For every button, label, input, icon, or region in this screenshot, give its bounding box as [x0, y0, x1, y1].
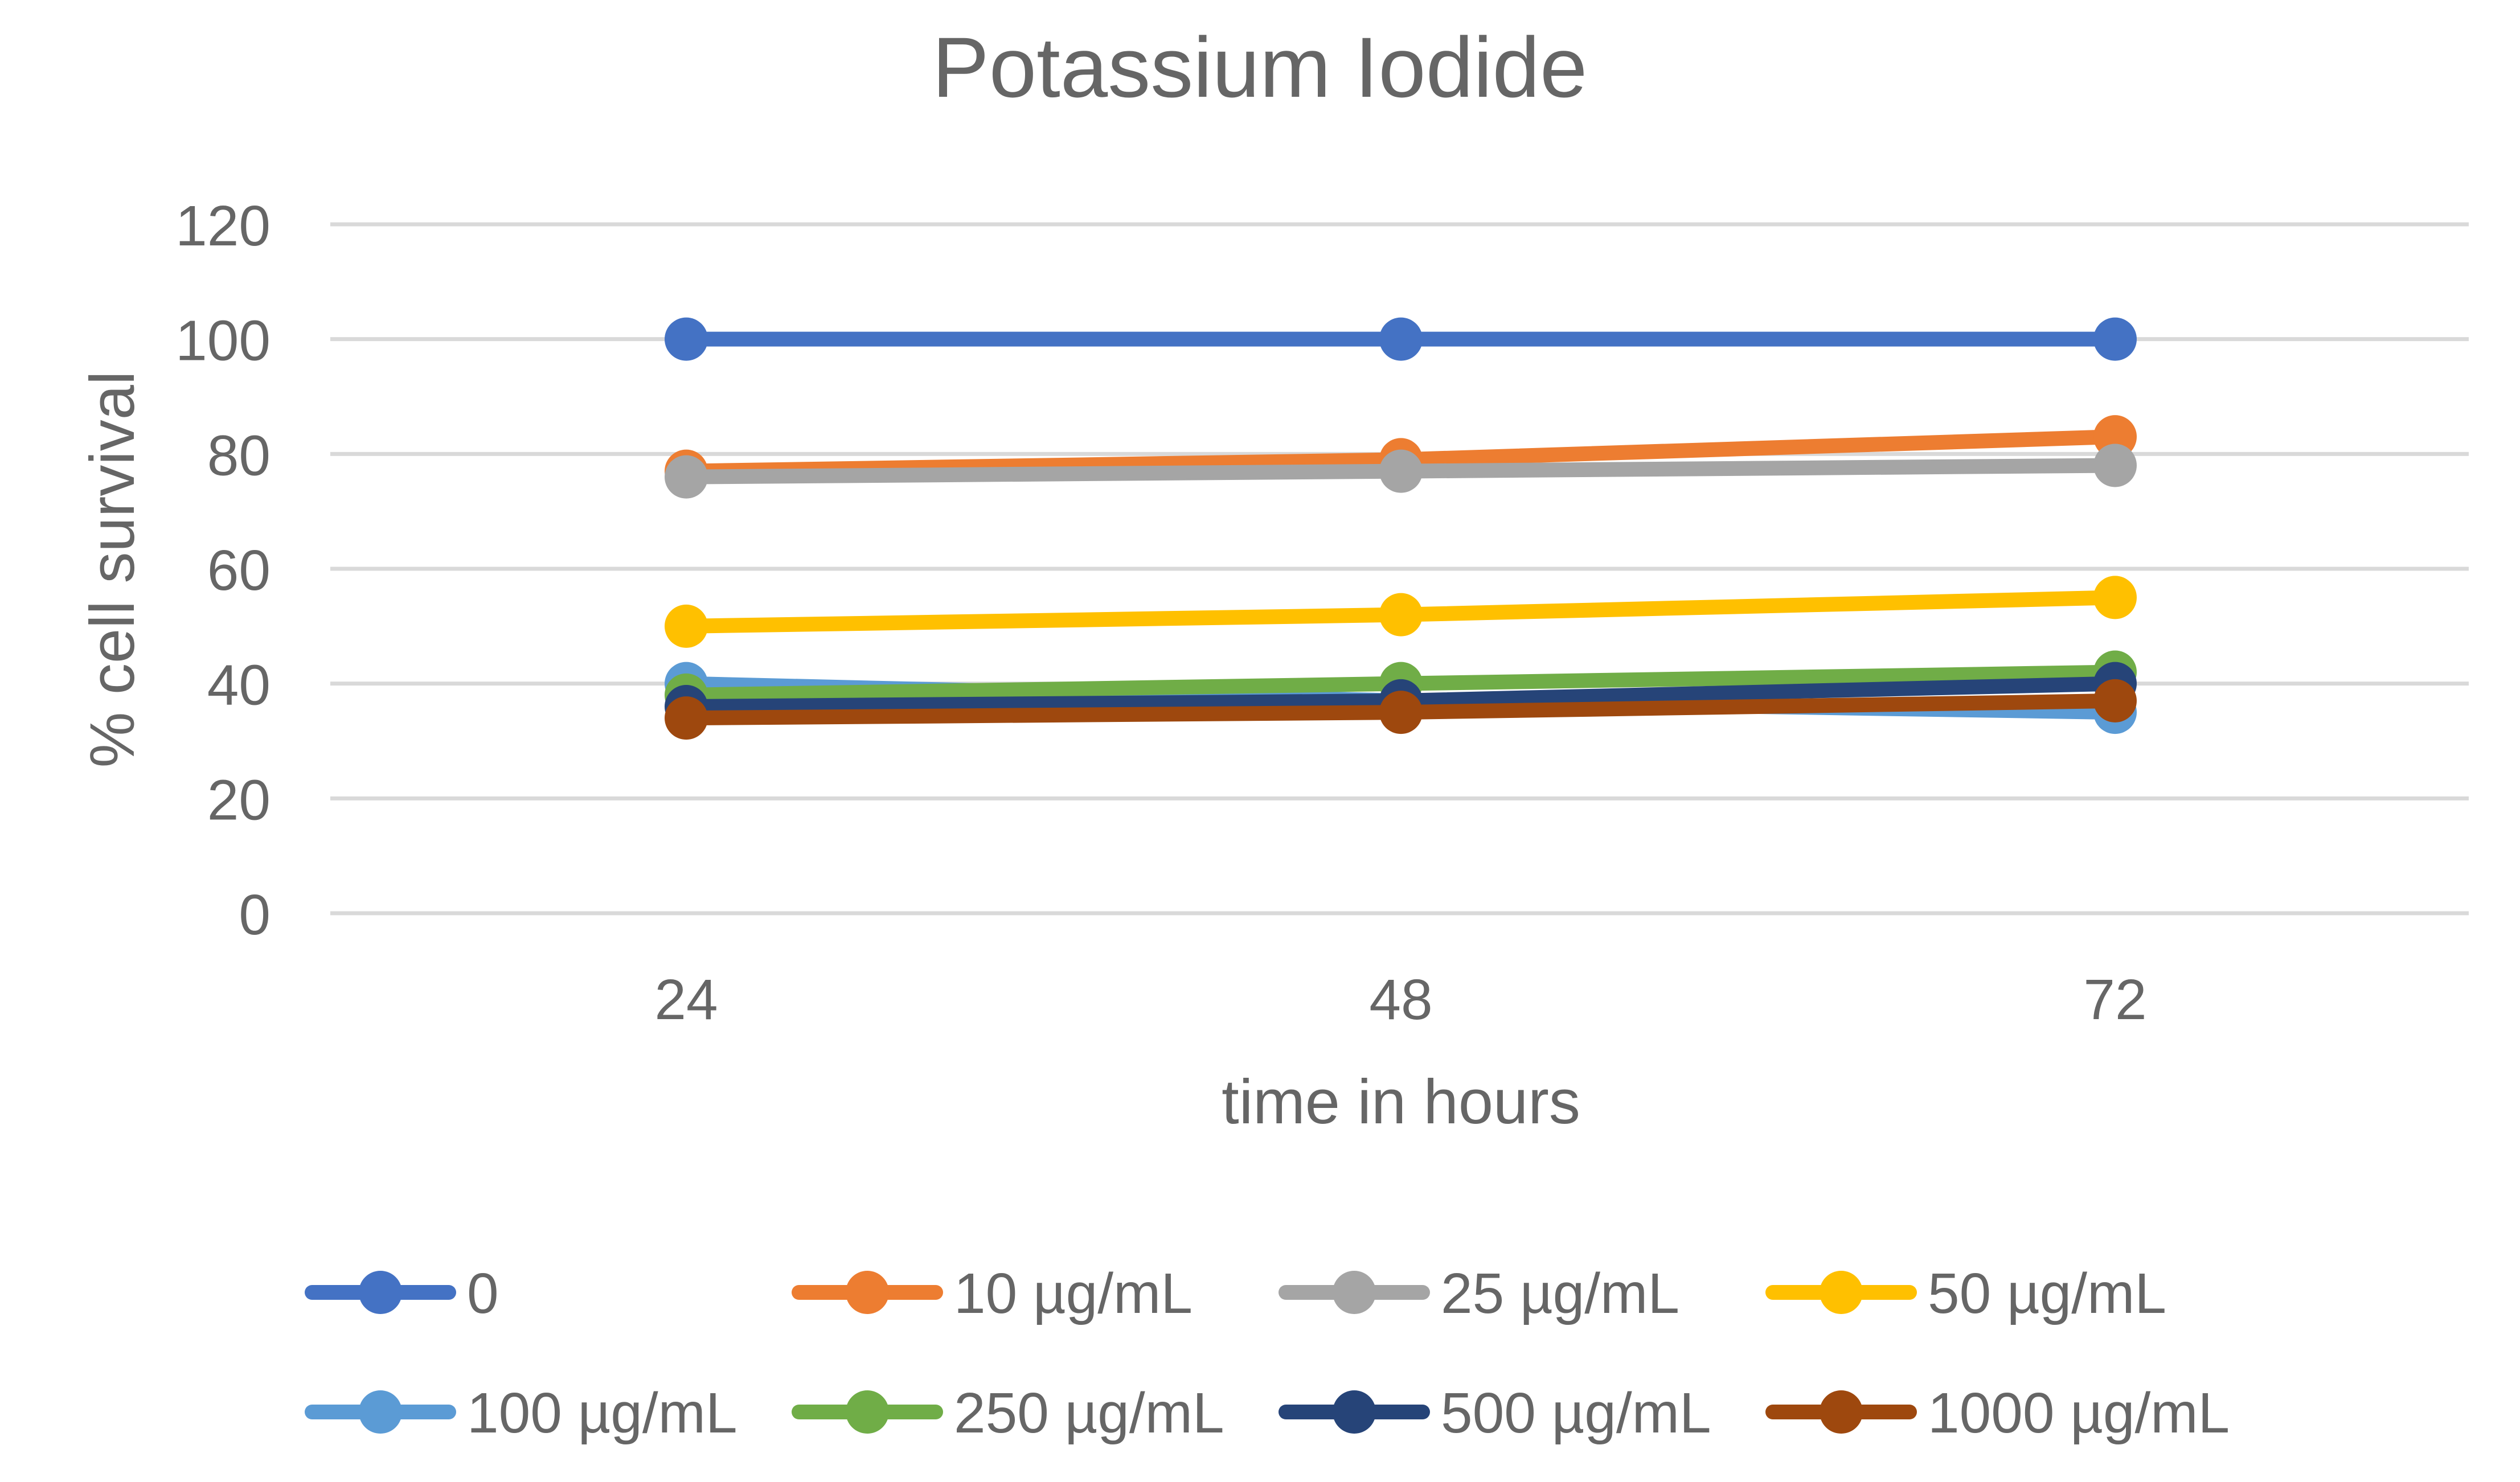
y-tick-label: 0 — [239, 883, 271, 947]
series-2 — [665, 444, 2137, 499]
data-point — [665, 696, 708, 740]
legend-item: 500 µg/mL — [1279, 1381, 1711, 1445]
x-axis-label: time in hours — [1222, 1067, 1580, 1137]
legend-label: 1000 µg/mL — [1928, 1381, 2230, 1445]
y-tick-label: 80 — [207, 424, 271, 487]
legend-item: 10 µg/mL — [792, 1262, 1193, 1325]
data-point — [2093, 576, 2137, 619]
legend-item: 50 µg/mL — [1765, 1262, 2166, 1325]
legend-label: 0 — [467, 1262, 499, 1325]
legend-label: 50 µg/mL — [1928, 1262, 2166, 1325]
data-point — [1379, 317, 1423, 361]
series-7 — [665, 679, 2137, 740]
legend-item: 250 µg/mL — [792, 1381, 1224, 1445]
legend-label: 10 µg/mL — [954, 1262, 1193, 1325]
x-tick-label: 48 — [1369, 968, 1432, 1032]
data-point — [2093, 444, 2137, 487]
legend-item: 1000 µg/mL — [1765, 1381, 2230, 1445]
legend-item: 0 — [305, 1262, 499, 1325]
data-point — [665, 604, 708, 648]
legend-label: 25 µg/mL — [1441, 1262, 1679, 1325]
legend-swatch-marker — [1820, 1271, 1863, 1314]
y-tick-label: 120 — [175, 194, 271, 258]
legend-label: 250 µg/mL — [954, 1381, 1224, 1445]
data-point — [2093, 679, 2137, 722]
legend-swatch-marker — [1333, 1271, 1376, 1314]
x-axis-ticks: 24 48 72 — [654, 968, 2146, 1032]
legend-item: 25 µg/mL — [1279, 1262, 1679, 1325]
legend-swatch-marker — [359, 1271, 402, 1314]
y-tick-label: 100 — [175, 309, 271, 373]
legend-label: 100 µg/mL — [467, 1381, 737, 1445]
data-point — [1379, 449, 1423, 493]
y-axis-label: % cell survival — [77, 371, 147, 768]
data-point — [665, 317, 708, 361]
legend-swatch-marker — [1820, 1390, 1863, 1434]
legend-swatch-marker — [1333, 1390, 1376, 1434]
data-point — [1379, 691, 1423, 734]
series-0 — [665, 317, 2137, 361]
y-tick-label: 20 — [207, 768, 271, 832]
legend-swatch-marker — [359, 1390, 402, 1434]
series-lines — [665, 317, 2137, 740]
data-point — [2093, 317, 2137, 361]
data-point — [1379, 593, 1423, 637]
chart-title: Potassium Iodide — [932, 19, 1588, 115]
legend-swatch-marker — [846, 1390, 889, 1434]
data-point — [665, 455, 708, 499]
legend-item: 100 µg/mL — [305, 1381, 737, 1445]
series-3 — [665, 576, 2137, 648]
y-axis-ticks: 0 20 40 60 80 100 120 — [175, 194, 271, 947]
x-tick-label: 72 — [2083, 968, 2146, 1032]
y-tick-label: 40 — [207, 654, 271, 717]
y-tick-label: 60 — [207, 539, 271, 602]
legend: 0 10 µg/mL 25 µg/mL 50 µg/mL 100 µg/mL 250 µg… — [305, 1262, 2230, 1445]
x-tick-label: 24 — [654, 968, 718, 1032]
legend-label: 500 µg/mL — [1441, 1381, 1711, 1445]
legend-swatch-marker — [846, 1271, 889, 1314]
